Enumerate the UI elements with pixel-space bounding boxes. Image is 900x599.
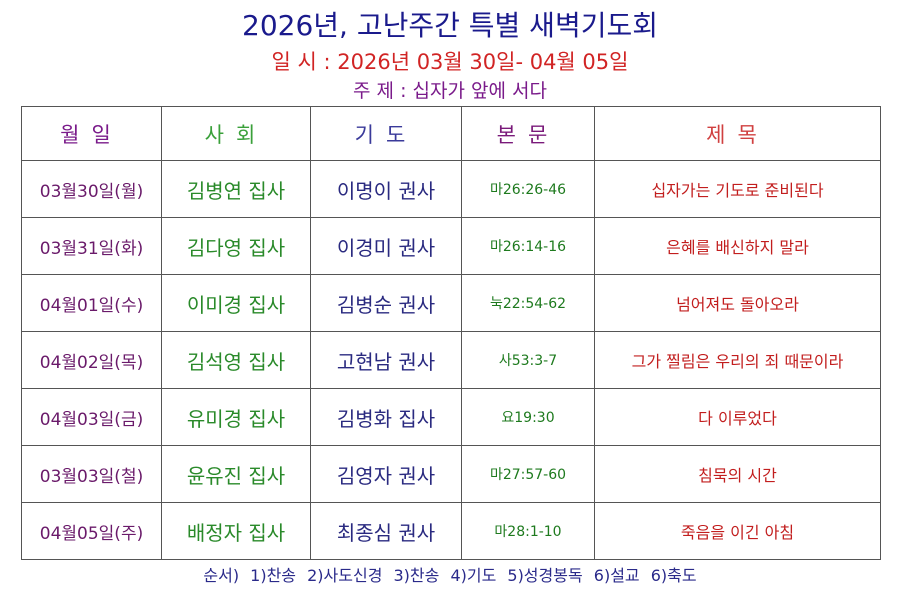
prayer-cell: 김병화 집사	[310, 388, 462, 446]
table-row: 04월01일(수) 이미경 집사 김병순 권사 눅22:54-62 넘어져도 돌아오라	[21, 274, 881, 332]
date-cell: 04월05일(주)	[21, 502, 162, 560]
leader-cell: 윤유진 집사	[161, 445, 311, 503]
table-row: 04월03일(금) 유미경 집사 김병화 집사 요19:30 다 이루었다	[21, 388, 881, 446]
table-row: 03월30일(월) 김병연 집사 이명이 권사 마26:26-46 십자가는 기도로 준…	[21, 160, 881, 218]
date-cell: 03월31일(화)	[21, 217, 162, 275]
date-cell: 04월03일(금)	[21, 388, 162, 446]
sermon-title-cell: 죽음을 이긴 아침	[594, 502, 881, 560]
theme-line: 주 제 : 십자가 앞에 서다	[353, 80, 547, 102]
header-leader: 사회	[161, 106, 311, 161]
prayer-cell: 고현남 권사	[310, 331, 462, 389]
scripture-cell: 마27:57-60	[461, 445, 595, 503]
sermon-title-cell: 그가 찔림은 우리의 죄 때문이라	[594, 331, 881, 389]
table-row: 03월03일(철) 윤유진 집사 김영자 권사 마27:57-60 침묵의 시간	[21, 445, 881, 503]
prayer-cell: 이경미 권사	[310, 217, 462, 275]
date-cell: 04월02일(목)	[21, 331, 162, 389]
sermon-title-cell: 다 이루었다	[594, 388, 881, 446]
sermon-title-cell: 넘어져도 돌아오라	[594, 274, 881, 332]
leader-cell: 김병연 집사	[161, 160, 311, 218]
order-of-service: 순서) 1)찬송 2)사도신경 3)찬송 4)기도 5)성경봉독 6)설교 6)…	[203, 566, 697, 585]
scripture-cell: 마26:26-46	[461, 160, 595, 218]
scripture-cell: 눅22:54-62	[461, 274, 595, 332]
date-cell: 03월03일(철)	[21, 445, 162, 503]
leader-cell: 김석영 집사	[161, 331, 311, 389]
header-date: 월일	[21, 106, 162, 161]
date-line: 일 시 : 2026년 03월 30일- 04월 05일	[271, 50, 629, 74]
leader-cell: 유미경 집사	[161, 388, 311, 446]
header-prayer: 기도	[310, 106, 462, 161]
header-sermon-title: 제목	[594, 106, 881, 161]
scripture-cell: 사53:3-7	[461, 331, 595, 389]
leader-cell: 김다영 집사	[161, 217, 311, 275]
scripture-cell: 마28:1-10	[461, 502, 595, 560]
date-cell: 04월01일(수)	[21, 274, 162, 332]
scripture-cell: 요19:30	[461, 388, 595, 446]
schedule-table: 월일 사회 기도 본문 제목 03월30일(월) 김병연 집사 이명이 권사 마26:…	[21, 106, 881, 560]
leader-cell: 배정자 집사	[161, 502, 311, 560]
header-scripture: 본문	[461, 106, 595, 161]
scripture-cell: 마26:14-16	[461, 217, 595, 275]
sermon-title-cell: 십자가는 기도로 준비된다	[594, 160, 881, 218]
sermon-title-cell: 은혜를 배신하지 말라	[594, 217, 881, 275]
table-row: 04월02일(목) 김석영 집사 고현남 권사 사53:3-7 그가 찔림은 우리의 죄…	[21, 331, 881, 389]
sermon-title-cell: 침묵의 시간	[594, 445, 881, 503]
prayer-cell: 이명이 권사	[310, 160, 462, 218]
header-row: 월일 사회 기도 본문 제목	[21, 106, 881, 161]
table-row: 04월05일(주) 배정자 집사 최종심 권사 마28:1-10 죽음을 이긴 아침	[21, 502, 881, 560]
leader-cell: 이미경 집사	[161, 274, 311, 332]
page-title: 2026년, 고난주간 특별 새벽기도회	[242, 9, 658, 42]
prayer-cell: 김병순 권사	[310, 274, 462, 332]
table-row: 03월31일(화) 김다영 집사 이경미 권사 마26:14-16 은혜를 배신하지 말…	[21, 217, 881, 275]
date-cell: 03월30일(월)	[21, 160, 162, 218]
prayer-cell: 최종심 권사	[310, 502, 462, 560]
prayer-cell: 김영자 권사	[310, 445, 462, 503]
